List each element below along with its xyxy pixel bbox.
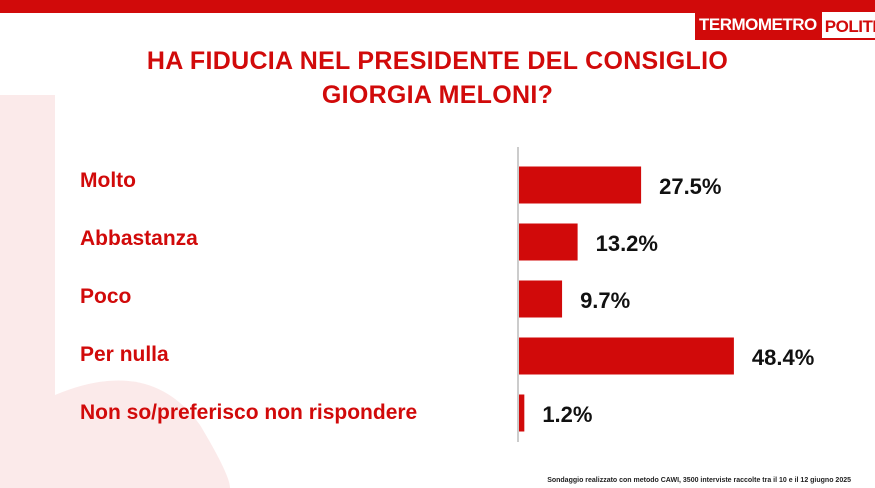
footnote: Sondaggio realizzato con metodo CAWI, 35… xyxy=(547,477,851,484)
category-label-non-so: Non so/preferisco non rispondere xyxy=(80,401,418,424)
bar xyxy=(519,166,642,204)
brand-logo-part2: POLITICO xyxy=(819,10,875,40)
bar-value-label: 9.7% xyxy=(580,288,630,313)
chart-title-line2: GIORGIA MELONI? xyxy=(321,81,554,109)
brand-logo: TERMOMETRO POLITICO xyxy=(695,10,875,40)
bar-value-label: 13.2% xyxy=(596,231,658,256)
top-accent-bar xyxy=(0,0,875,13)
category-label-molto: Molto xyxy=(80,169,136,192)
bar xyxy=(519,337,734,375)
brand-logo-part1: TERMOMETRO xyxy=(695,10,820,40)
bar xyxy=(519,394,525,432)
watermark-graphic xyxy=(0,95,230,488)
category-label-poco: Poco xyxy=(80,285,132,308)
category-label-per-nulla: Per nulla xyxy=(80,343,169,366)
chart-title: HA FIDUCIA NEL PRESIDENTE DEL CONSIGLIO … xyxy=(0,44,875,112)
bar-value-label: 27.5% xyxy=(659,174,721,199)
category-label-abbastanza: Abbastanza xyxy=(80,227,198,250)
bar-value-label: 48.4% xyxy=(752,345,814,370)
bar xyxy=(519,223,578,261)
chart-title-line1: HA FIDUCIA NEL PRESIDENTE DEL CONSIGLIO xyxy=(146,47,729,75)
bar-value-label: 1.2% xyxy=(542,402,592,427)
bar xyxy=(519,280,563,318)
